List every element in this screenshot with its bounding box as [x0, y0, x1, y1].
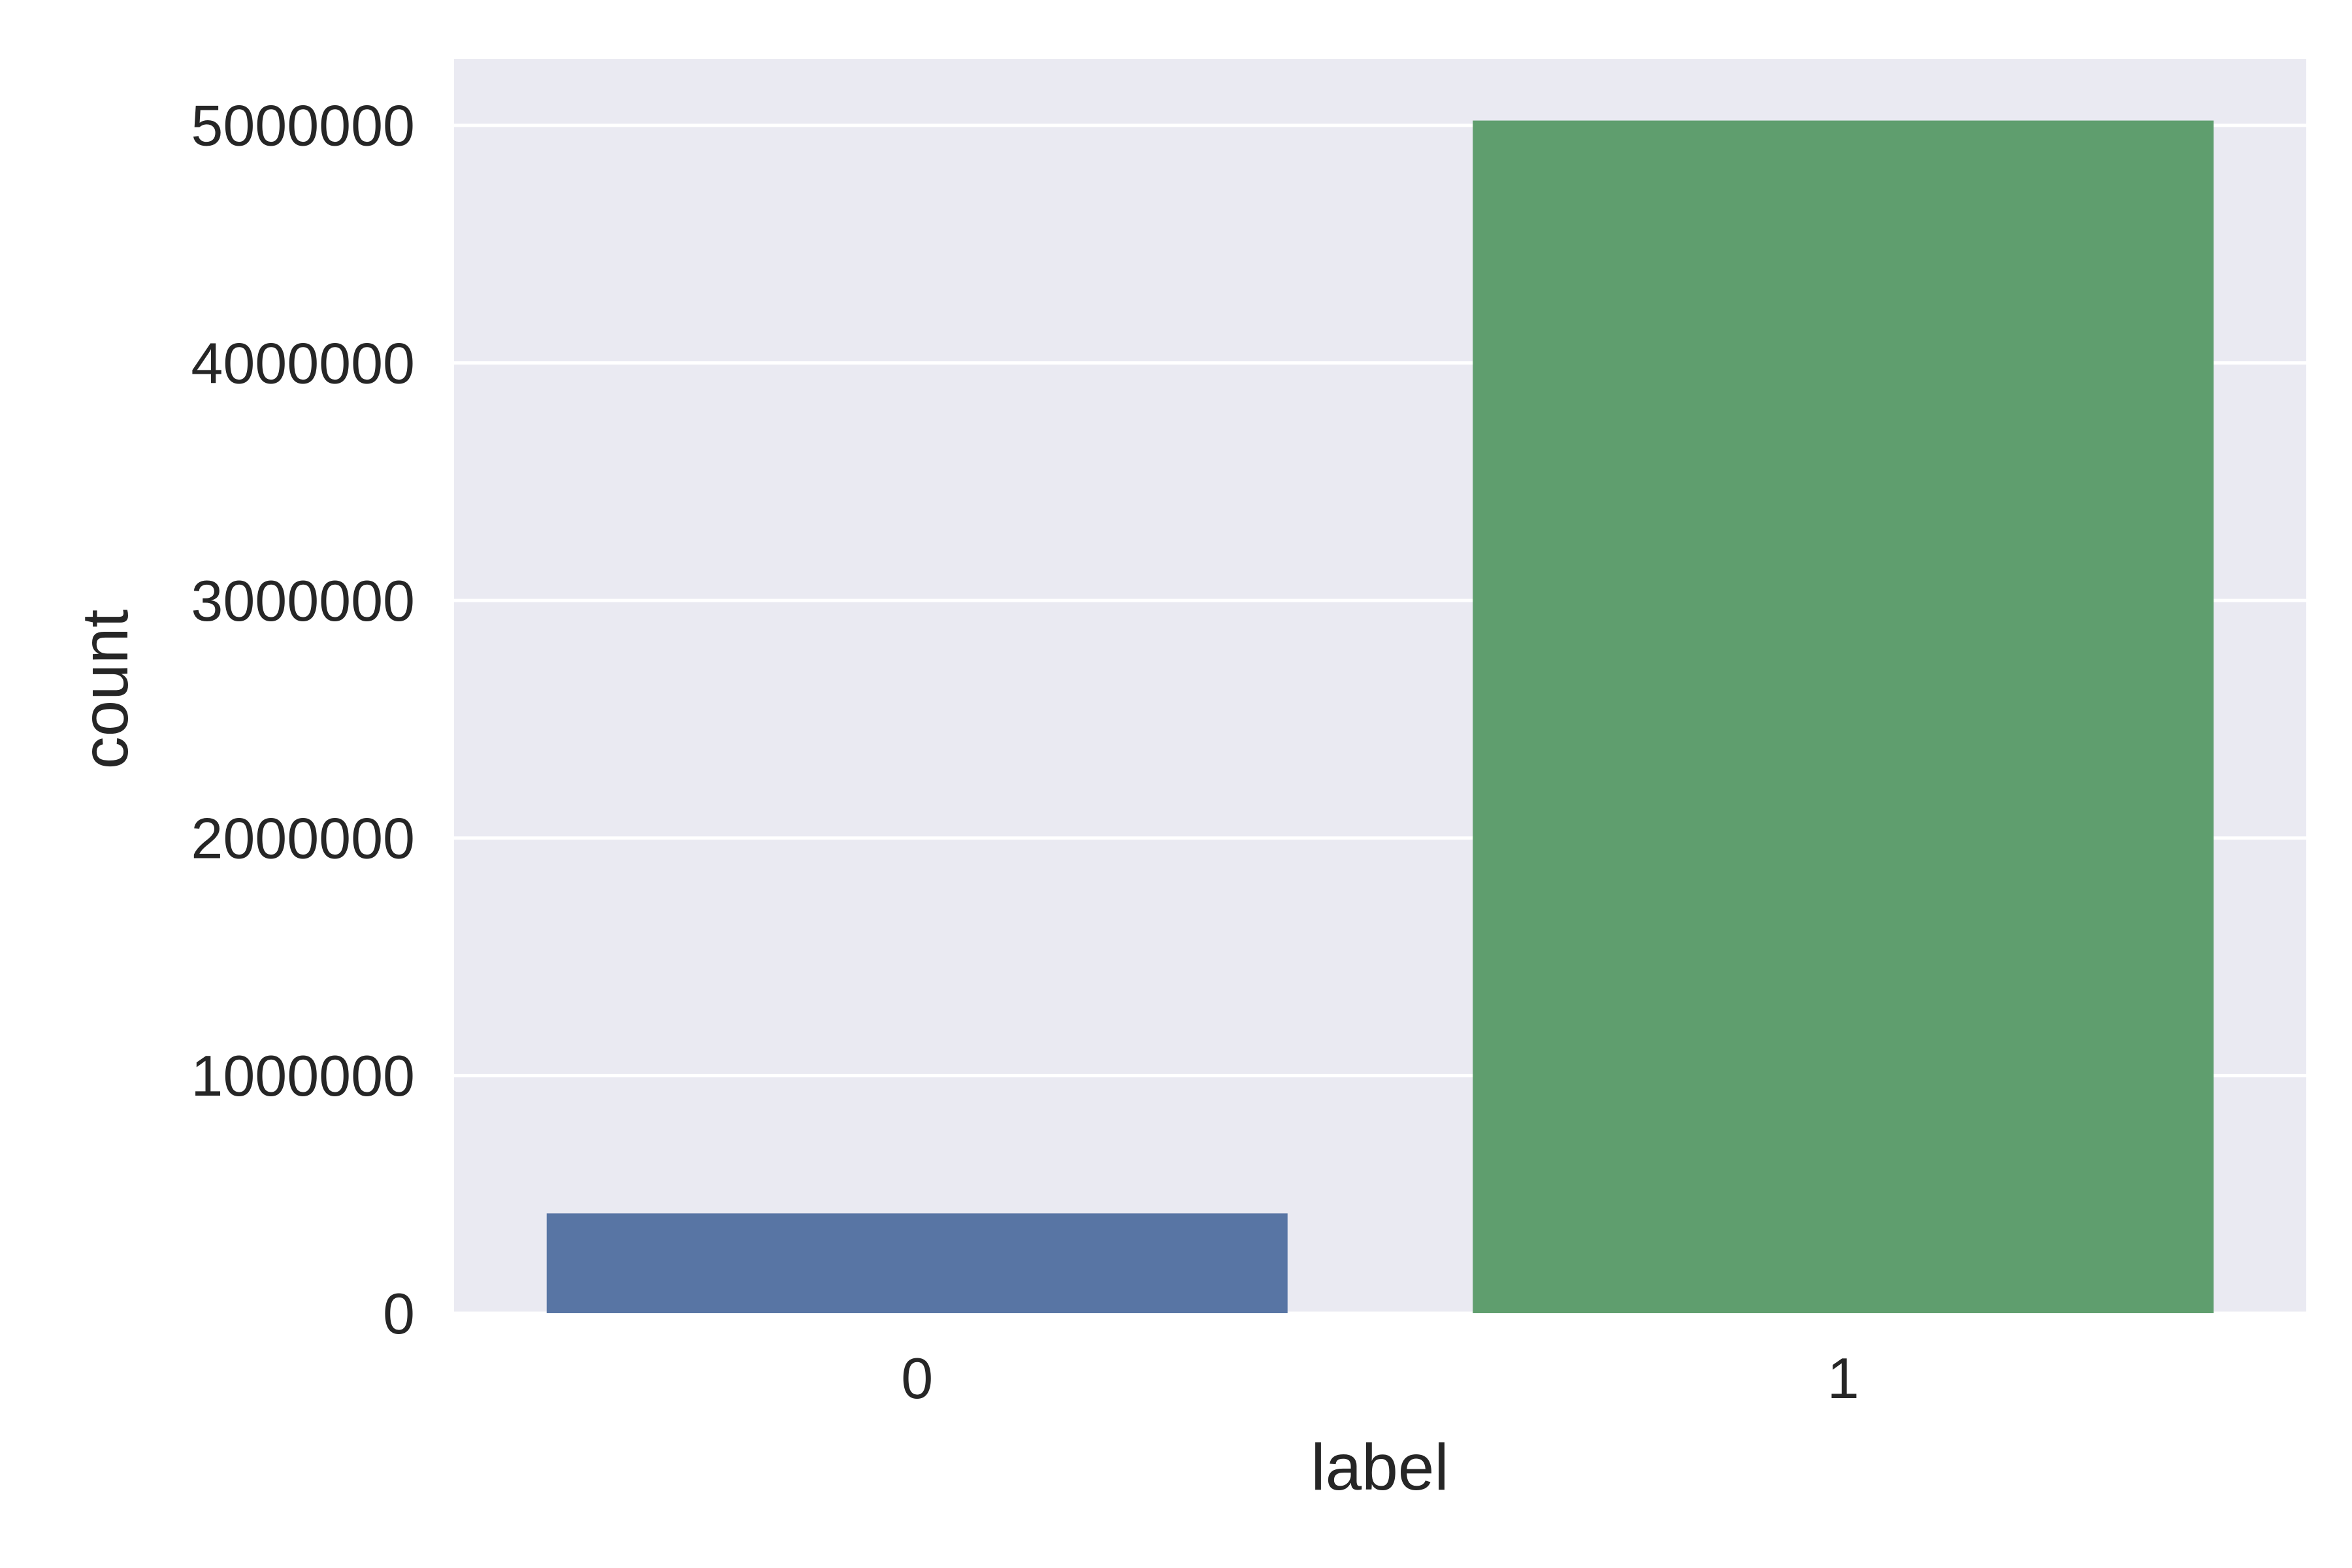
y-tick-label: 3000000	[191, 568, 415, 633]
x-tick-label: 1	[1827, 1346, 1859, 1411]
y-tick-label: 5000000	[191, 93, 415, 158]
y-tick-label: 0	[383, 1281, 415, 1346]
y-tick-label: 4000000	[191, 331, 415, 395]
y-axis-ticks: 0 1000000 2000000 3000000 4000000 5000000	[191, 93, 415, 1346]
y-tick-label: 2000000	[191, 806, 415, 871]
y-axis-label: count	[69, 609, 142, 769]
y-tick-label: 1000000	[191, 1043, 415, 1108]
bar-1	[1473, 120, 2214, 1314]
bar-0	[546, 1213, 1288, 1313]
x-tick-label: 0	[901, 1346, 933, 1411]
x-axis-label: label	[1311, 1431, 1448, 1504]
bars	[546, 120, 2214, 1314]
